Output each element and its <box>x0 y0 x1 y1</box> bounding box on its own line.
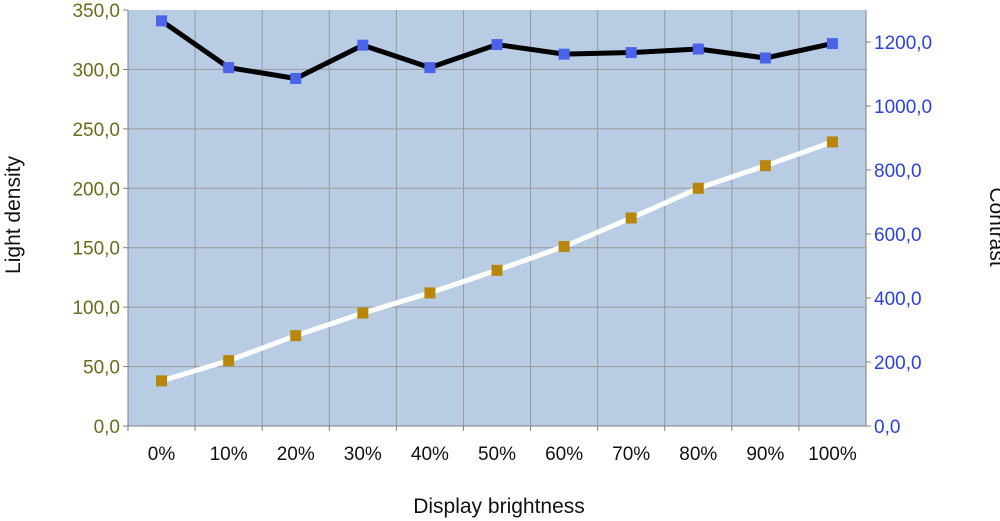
y2-tick-label: 200,0 <box>874 353 922 374</box>
x-tick-label: 100% <box>808 444 857 465</box>
plot-area <box>128 10 866 426</box>
x-axis-ticks: 0% 10% 20% 30% 40% 50% 60% 70% 80% 90% 100% <box>127 426 857 465</box>
y-tick-label: 200,0 <box>72 179 120 200</box>
data-point-light-density <box>357 307 369 319</box>
x-tick-label: 0% <box>148 444 176 465</box>
x-tick-label: 30% <box>344 444 382 465</box>
y-tick-label: 0,0 <box>94 417 120 438</box>
data-point-light-density <box>759 160 771 172</box>
data-point-light-density <box>491 264 503 276</box>
x-tick-label: 90% <box>746 444 784 465</box>
data-point-light-density <box>223 355 235 367</box>
data-point-light-density <box>625 212 637 224</box>
x-tick-label: 60% <box>545 444 583 465</box>
y2-tick-label: 800,0 <box>874 161 922 182</box>
data-point-light-density <box>558 241 570 253</box>
data-point-contrast <box>223 62 235 74</box>
y-tick-label: 300,0 <box>72 60 120 81</box>
x-tick-label: 80% <box>679 444 717 465</box>
data-point-light-density <box>156 375 168 387</box>
x-tick-label: 10% <box>210 444 248 465</box>
axes <box>127 10 867 427</box>
data-point-contrast <box>692 43 704 55</box>
x-tick-label: 50% <box>478 444 516 465</box>
y2-tick-label: 400,0 <box>874 289 922 310</box>
data-point-contrast <box>826 38 838 50</box>
left-axis-ticks: 0,0 50,0 100,0 150,0 200,0 250,0 300,0 350,0 <box>72 1 128 438</box>
grid-lines <box>128 10 866 426</box>
y2-axis-title: Contrast <box>985 187 1000 267</box>
data-point-contrast <box>290 72 302 84</box>
x-tick-label: 20% <box>277 444 315 465</box>
y-axis-title: Light density <box>2 156 25 274</box>
y-tick-label: 100,0 <box>72 298 120 319</box>
y2-tick-label: 0,0 <box>874 417 900 438</box>
data-point-contrast <box>625 47 637 59</box>
right-axis-ticks: 0,0 200,0 400,0 600,0 800,0 1000,0 1200,0 <box>866 33 932 438</box>
data-point-contrast <box>424 62 436 74</box>
data-point-contrast <box>156 15 168 27</box>
data-point-contrast <box>491 39 503 51</box>
data-point-contrast <box>357 39 369 51</box>
y2-tick-label: 1000,0 <box>874 97 932 118</box>
data-point-light-density <box>692 182 704 194</box>
x-axis-title: Display brightness <box>413 495 585 518</box>
x-tick-label: 40% <box>411 444 449 465</box>
data-point-light-density <box>424 287 436 299</box>
data-point-contrast <box>759 52 771 64</box>
data-point-light-density <box>826 136 838 148</box>
y2-tick-label: 1200,0 <box>874 33 932 54</box>
y2-tick-label: 600,0 <box>874 225 922 246</box>
y-tick-label: 350,0 <box>72 1 120 22</box>
data-point-light-density <box>290 330 302 342</box>
y-tick-label: 250,0 <box>72 120 120 141</box>
x-tick-label: 70% <box>612 444 650 465</box>
series-layer <box>156 15 838 387</box>
y-tick-label: 50,0 <box>83 358 120 379</box>
y-tick-label: 150,0 <box>72 239 120 260</box>
data-point-contrast <box>558 48 570 60</box>
